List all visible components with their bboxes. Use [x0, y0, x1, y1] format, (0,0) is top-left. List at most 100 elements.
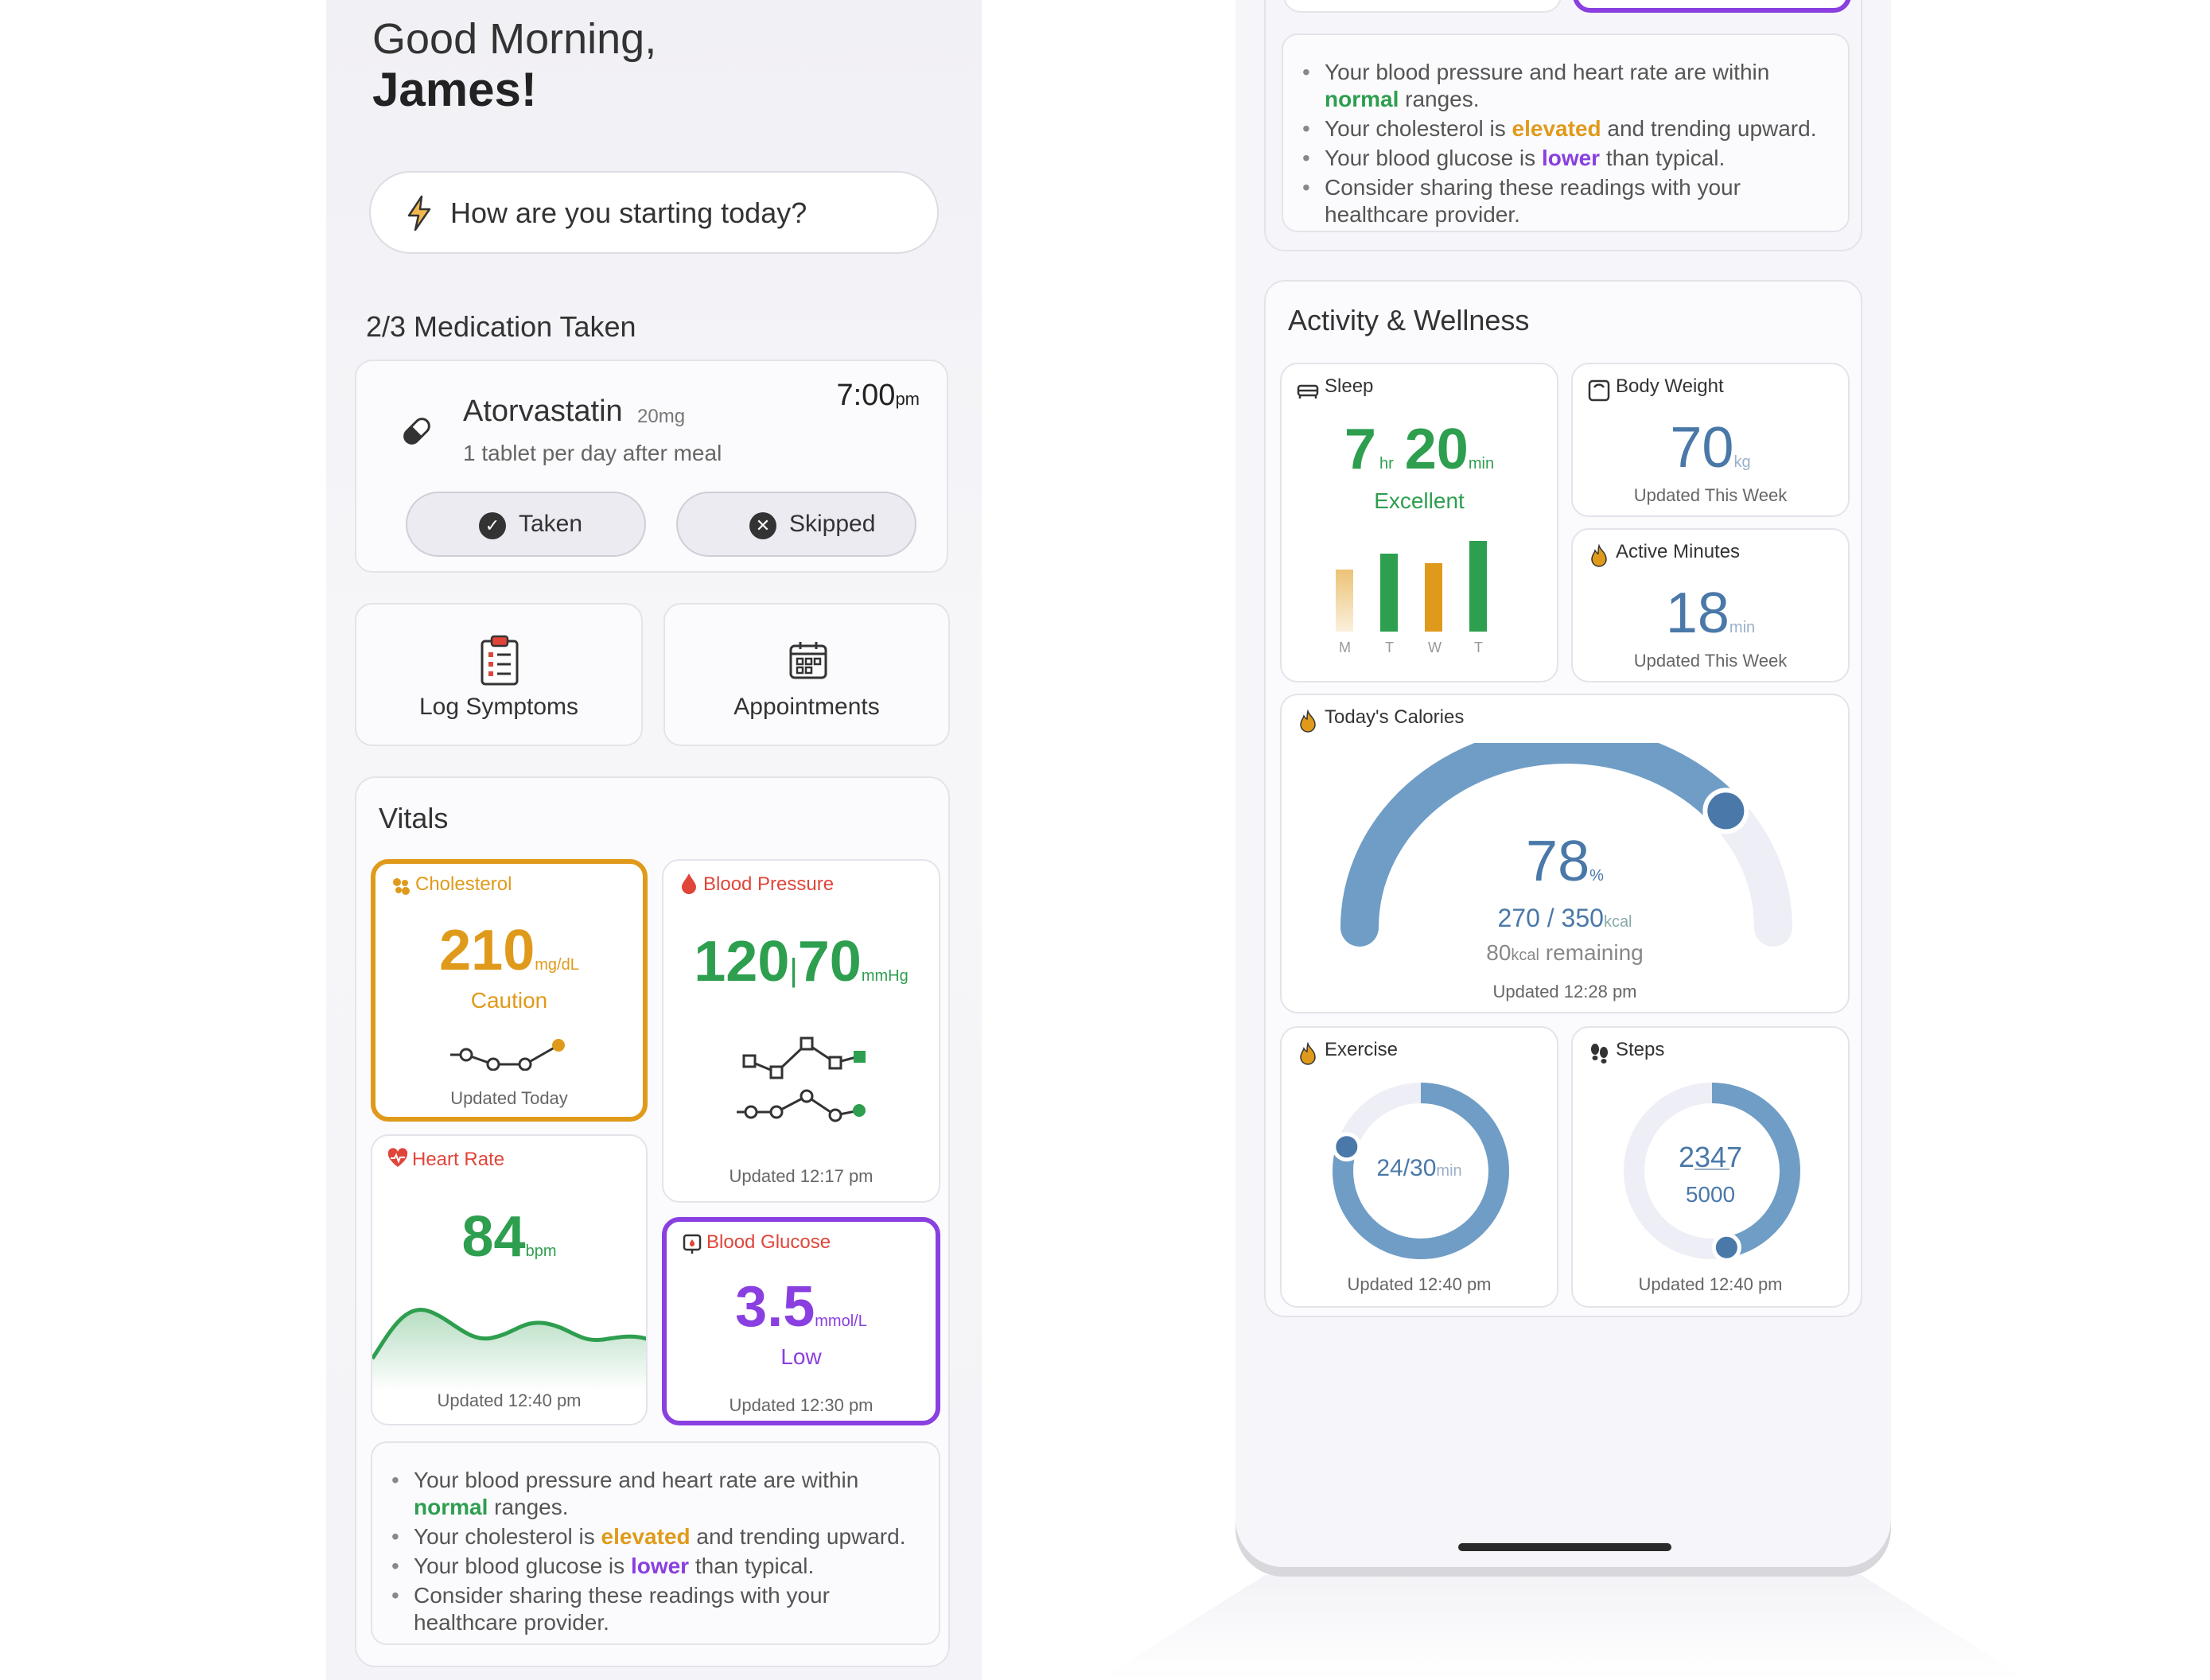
sleep-duration: 7 hr 20min — [1344, 418, 1495, 481]
body-weight-label: Body Weight — [1616, 375, 1724, 397]
home-indicator[interactable] — [1458, 1543, 1671, 1551]
blood-glucose-card[interactable]: Blood Glucose 3.5mmol/L Low Updated 12:3… — [662, 1217, 940, 1425]
body-weight-updated: Updated This Week — [1633, 485, 1788, 505]
flame-icon — [1300, 1042, 1316, 1065]
cholesterol-status: Caution — [470, 988, 548, 1013]
pill-icon — [403, 418, 430, 445]
exercise-label: Exercise — [1325, 1039, 1399, 1060]
heart-icon — [387, 1148, 408, 1167]
active-minutes-value: 18min — [1665, 581, 1756, 645]
insight-glucose: Your blood glucose is lower than typical… — [1302, 145, 1829, 172]
blood-glucose-updated: Updated 12:30 pm — [729, 1395, 873, 1415]
blood-glucose-value: 3.5mmol/L — [735, 1275, 867, 1339]
mood-prompt-text: How are you starting today? — [450, 196, 807, 229]
insight-glucose: Your blood glucose is lower than typical… — [391, 1553, 920, 1580]
blood-glucose-label: Blood Glucose — [706, 1231, 831, 1253]
phone-reflection — [1098, 1575, 2029, 1680]
clipboard-icon — [481, 635, 519, 686]
active-minutes-updated: Updated This Week — [1633, 651, 1788, 671]
steps-ring — [1624, 1083, 1800, 1262]
blood-pressure-trend-chart — [737, 1036, 866, 1122]
sleep-day-labels: M T W T — [1339, 640, 1483, 655]
insight-cholesterol: Your cholesterol is elevated and trendin… — [1302, 115, 1829, 142]
steps-updated: Updated 12:40 pm — [1638, 1274, 1783, 1294]
cholesterol-icon — [393, 878, 410, 895]
bed-icon — [1297, 384, 1319, 399]
body-weight-card[interactable]: Body Weight 70kg Updated This Week — [1571, 363, 1850, 517]
lightning-icon — [407, 195, 431, 231]
blood-pressure-card[interactable]: Blood Pressure 120|70mmHg Updated 12:17 … — [662, 859, 940, 1203]
calories-updated: Updated 12:28 pm — [1492, 982, 1637, 1001]
medication-card: Atorvastatin 20mg 7:00pm 1 tablet per da… — [355, 360, 948, 573]
greeting-name: James! — [372, 63, 537, 116]
cholesterol-label: Cholesterol — [415, 873, 512, 895]
scale-icon — [1588, 379, 1610, 402]
body-weight-value: 70kg — [1670, 416, 1751, 480]
blood-drop-icon — [682, 873, 696, 894]
check-circle-icon: ✓ — [479, 512, 506, 539]
insight-share: Consider sharing these readings with you… — [1302, 174, 1829, 228]
phone-screen-left: Good Morning, James! How are you startin… — [326, 0, 982, 1680]
flame-icon — [1591, 544, 1607, 567]
blood-pressure-value: 120|70mmHg — [694, 930, 909, 994]
active-minutes-card[interactable]: Active Minutes 18min Updated This Week — [1571, 528, 1850, 682]
phone-screen-right: Your blood pressure and heart rate are w… — [1235, 0, 1891, 1567]
calories-percent: 78% — [1526, 830, 1604, 893]
medication-name: Atorvastatin — [463, 395, 623, 428]
medication-summary: 2/3 Medication Taken — [366, 310, 636, 343]
exercise-value: 24/30min — [1376, 1155, 1462, 1181]
insight-bp-hr: Your blood pressure and heart rate are w… — [391, 1467, 920, 1521]
steps-label: Steps — [1616, 1039, 1665, 1060]
cholesterol-updated: Updated Today — [450, 1088, 568, 1108]
heart-rate-card[interactable]: Heart Rate 84bpm Updated 12:40 pm — [371, 1134, 648, 1425]
vitals-insights-right: Your blood pressure and heart rate are w… — [1282, 33, 1850, 232]
vitals-section: Vitals Cholesterol 210mg/dL Caution Upda… — [355, 776, 950, 1667]
insight-cholesterol: Your cholesterol is elevated and trendin… — [391, 1523, 920, 1550]
exercise-ring — [1332, 1083, 1509, 1259]
exercise-updated: Updated 12:40 pm — [1347, 1274, 1492, 1294]
medication-instructions: 1 tablet per day after meal — [463, 441, 722, 465]
sleep-card[interactable]: Sleep 7 hr 20min Excellent M T W T — [1280, 363, 1558, 682]
greeting-line1: Good Morning, — [372, 15, 657, 63]
calories-card[interactable]: Today's Calories 78% 270 / 350kcal 80kca… — [1280, 694, 1850, 1013]
heart-rate-label: Heart Rate — [412, 1149, 505, 1170]
calories-consumed: 270 / 350kcal — [1497, 904, 1632, 932]
taken-button[interactable]: ✓ Taken — [406, 492, 646, 557]
activity-wellness-section: Activity & Wellness Sleep 7 hr 20min Excel… — [1264, 280, 1862, 1317]
steps-value: 2347 — [1678, 1141, 1743, 1173]
blood-pressure-label: Blood Pressure — [703, 873, 835, 895]
activity-title: Activity & Wellness — [1288, 304, 1530, 336]
sleep-label: Sleep — [1325, 375, 1374, 397]
steps-card[interactable]: Steps 2347 5000 Updated 12:40 pm — [1571, 1026, 1850, 1308]
blood-glucose-status: Low — [780, 1344, 822, 1369]
active-minutes-label: Active Minutes — [1616, 541, 1741, 562]
appointments-label: Appointments — [733, 694, 880, 720]
vitals-insights: Your blood pressure and heart rate are w… — [371, 1441, 940, 1645]
mood-prompt-button[interactable]: How are you starting today? — [369, 171, 939, 254]
cholesterol-value: 210mg/dL — [439, 919, 579, 982]
vitals-section-edge — [1264, 0, 1862, 251]
steps-goal: 5000 — [1685, 1182, 1736, 1207]
medication-time: 7:00pm — [836, 379, 920, 412]
calories-gauge — [1340, 743, 1792, 947]
cholesterol-trend-sparkline — [450, 1039, 565, 1071]
calories-label: Today's Calories — [1325, 706, 1465, 728]
heart-rate-value: 84bpm — [461, 1205, 557, 1269]
calendar-icon — [789, 642, 827, 679]
log-symptoms-label: Log Symptoms — [418, 694, 579, 720]
skipped-button[interactable]: ✕ Skipped — [676, 492, 916, 557]
blood-pressure-updated: Updated 12:17 pm — [729, 1166, 873, 1186]
exercise-card[interactable]: Exercise 24/30min Updated 12:40 pm — [1280, 1026, 1558, 1308]
insight-bp-hr: Your blood pressure and heart rate are w… — [1302, 59, 1829, 113]
medication-dose: 20mg — [637, 406, 686, 427]
heart-rate-updated: Updated 12:40 pm — [437, 1390, 582, 1410]
sleep-status: Excellent — [1374, 488, 1465, 513]
calories-remaining: 80kcal remaining — [1486, 940, 1644, 965]
heart-rate-waveform — [372, 1307, 646, 1390]
x-circle-icon: ✕ — [749, 512, 776, 539]
footsteps-icon — [1591, 1044, 1608, 1064]
appointments-tile[interactable]: Appointments — [663, 603, 950, 746]
cholesterol-card[interactable]: Cholesterol 210mg/dL Caution Updated Tod… — [371, 859, 648, 1122]
sleep-week-bars — [1336, 541, 1487, 632]
log-symptoms-tile[interactable]: Log Symptoms — [355, 603, 643, 746]
